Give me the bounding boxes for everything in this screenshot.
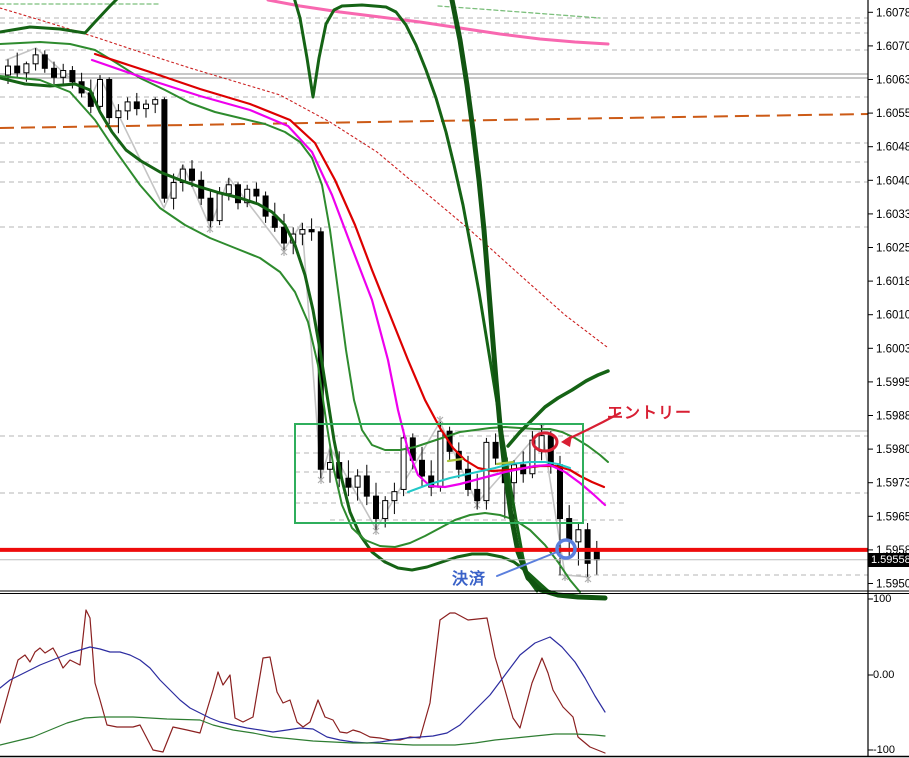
candle-body: [382, 500, 389, 520]
candle-body: [189, 168, 195, 181]
candle-body: [483, 441, 490, 502]
candle-body: [511, 464, 517, 484]
band-green-lower: [0, 75, 581, 593]
entry-arrow: [564, 411, 622, 442]
entry-circle-marker[interactable]: [531, 431, 559, 453]
candle-body: [400, 437, 407, 490]
candle-body: [244, 188, 251, 204]
candle-body: [327, 462, 333, 470]
candle-body: [170, 182, 177, 199]
candle-body: [299, 229, 306, 235]
consolidation-rectangle[interactable]: [294, 423, 584, 524]
axis-price-label: 1.59655: [876, 511, 909, 523]
candle-body: [133, 101, 140, 110]
candle-body: [97, 79, 103, 107]
axis-price-label: 1.60780: [876, 7, 909, 19]
candle-body: [41, 54, 48, 69]
axis-price-label: 1.59730: [876, 478, 909, 490]
axis-price-label: 1.60030: [876, 343, 909, 355]
dashed-green-ma: [437, 5, 601, 19]
pink-ma: [266, 0, 610, 46]
orange-trendline: [0, 113, 869, 129]
price-axis: 1.60780 1.60705 1.60630 1.60555 1.60480 1.604…: [867, 0, 909, 757]
current-price-badge: 1.59558: [868, 552, 909, 567]
candle-body: [23, 63, 30, 74]
axis-price-label: 1.60555: [876, 108, 909, 120]
oscillator-main-line: [0, 609, 606, 754]
candle-body: [474, 488, 481, 502]
axis-price-label: 1.60255: [876, 243, 909, 255]
axis-price-label: 1.60405: [876, 175, 909, 187]
axis-price-label: 1.60180: [876, 276, 909, 288]
dotted-red-ma: [0, 7, 608, 348]
khaki-segment-1: [446, 457, 464, 463]
oscillator-panel[interactable]: [0, 598, 873, 754]
exit-pointer-line: [496, 551, 558, 577]
candle-body: [419, 459, 425, 477]
candle-body: [363, 475, 370, 497]
exit-annotation-label: 決済: [452, 571, 487, 588]
candle-body: [69, 70, 76, 83]
candle-body: [115, 110, 122, 119]
candle-body: [575, 529, 582, 543]
axis-price-label: 1.59880: [876, 411, 909, 423]
candle-body: [51, 67, 57, 78]
candle-body: [5, 65, 11, 76]
candle-body: [60, 70, 67, 78]
oscillator-scale-bottom: -100: [873, 744, 896, 756]
candle-body: [207, 197, 214, 222]
khaki-segment-2: [495, 460, 515, 466]
candle-body: [124, 101, 131, 112]
cyan-ma: [407, 461, 571, 493]
magenta-ma: [90, 58, 607, 507]
candle-body: [391, 491, 398, 502]
axis-price-label: 1.59505: [876, 579, 909, 591]
candle-body: [584, 529, 591, 564]
candle-body: [161, 99, 168, 199]
axis-price-label: 1.60705: [876, 41, 909, 53]
axis-price-label: 1.60105: [876, 310, 909, 322]
candle-body: [345, 477, 352, 488]
candle-body: [557, 464, 563, 520]
candle-body: [281, 226, 287, 244]
candle-body: [32, 54, 39, 65]
oscillator-signal-line: [0, 636, 606, 744]
candle-body: [308, 229, 315, 233]
candle-body: [235, 184, 241, 204]
candle-body: [566, 518, 573, 542]
oscillator-scale-mid: 0.00: [873, 669, 895, 681]
exit-circle-marker[interactable]: [555, 538, 577, 560]
axis-price-label: 1.60330: [876, 209, 909, 221]
red-ma: [93, 52, 606, 489]
band-dark-lower: [0, 76, 550, 593]
candle-body: [216, 193, 223, 222]
oscillator-slow-line: [0, 716, 606, 746]
indicator-lines-foreground: [0, 0, 610, 601]
axis-price-label: 1.59805: [876, 444, 909, 456]
candle-body: [465, 468, 471, 490]
band-dark-rising: [506, 369, 610, 448]
axis-price-label: 1.60480: [876, 142, 909, 154]
candle-body: [106, 79, 113, 119]
candle-body: [492, 441, 499, 459]
axis-price-label: 1.59955: [876, 377, 909, 389]
band-green-upper: [0, 41, 609, 463]
candle-body: [354, 475, 361, 488]
entry-arrow-head: [561, 435, 572, 447]
axis-price-label: 1.60630: [876, 75, 909, 87]
entry-annotation-label: エントリー: [607, 405, 693, 422]
candle-body: [143, 103, 149, 110]
candle-body: [373, 495, 379, 520]
candle-body: [225, 184, 232, 195]
candle-body: [152, 99, 159, 105]
oscillator-scale-top: 100: [873, 593, 892, 605]
candle-body: [253, 188, 260, 197]
candle-body: [14, 65, 21, 74]
